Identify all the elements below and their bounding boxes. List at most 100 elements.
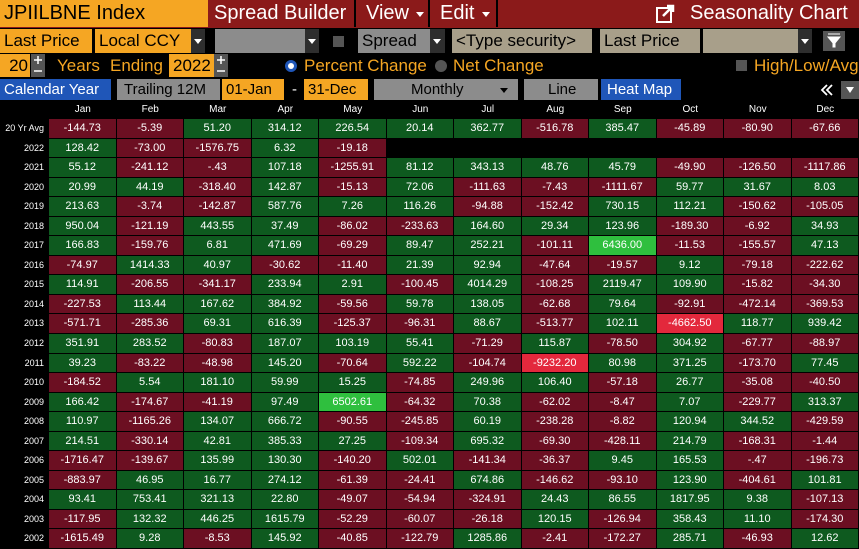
heat-cell: -94.88 bbox=[454, 197, 522, 217]
radio-off[interactable] bbox=[434, 59, 448, 73]
heat-cell: 166.83 bbox=[49, 236, 117, 256]
heat-cell: 69.31 bbox=[184, 314, 252, 334]
filter-icon[interactable] bbox=[823, 31, 845, 51]
percent-change[interactable]: Percent Change bbox=[304, 56, 427, 75]
security[interactable]: JPIILBNE Index bbox=[0, 0, 208, 27]
dropdown-btn[interactable] bbox=[798, 29, 812, 53]
heat-cell: 145.92 bbox=[251, 529, 319, 549]
heat-cell: 45.79 bbox=[589, 158, 657, 178]
checkbox[interactable] bbox=[736, 60, 747, 71]
heat-cell: 446.25 bbox=[184, 509, 252, 530]
radio-on[interactable] bbox=[284, 59, 298, 73]
heat-cell: 34.93 bbox=[791, 216, 859, 237]
row-label: 2019 bbox=[23, 201, 44, 212]
nav-icons[interactable] bbox=[817, 81, 859, 99]
security-input[interactable]: <Type security> bbox=[452, 29, 592, 53]
heat-cell: -61.39 bbox=[319, 470, 387, 491]
heat-cell: 252.21 bbox=[454, 236, 522, 256]
heat-cell: 6436.00 bbox=[589, 236, 657, 256]
heat-cell: 313.37 bbox=[791, 392, 859, 413]
export-icon[interactable] bbox=[655, 4, 675, 24]
currency[interactable]: Local CCY bbox=[95, 29, 191, 53]
dropdown-btn[interactable] bbox=[430, 29, 445, 53]
heat-map-btn[interactable]: Heat Map bbox=[601, 79, 681, 100]
heat-cell: -.47 bbox=[724, 451, 792, 471]
heat-cell: -19.57 bbox=[589, 255, 657, 276]
trailing[interactable]: Trailing 12M bbox=[117, 79, 220, 100]
edit-label: Edit bbox=[440, 2, 475, 24]
heat-cell: -15.82 bbox=[724, 275, 792, 295]
heat-cell: -96.31 bbox=[386, 314, 454, 334]
years-input[interactable]: 20 bbox=[0, 54, 30, 77]
heat-cell: 753.41 bbox=[116, 490, 184, 510]
heat-cell: -8.82 bbox=[589, 412, 657, 432]
heat-cell: 674.86 bbox=[454, 470, 522, 491]
heat-cell: 79.64 bbox=[589, 294, 657, 315]
price-field[interactable]: Last Price bbox=[0, 29, 92, 53]
caret bbox=[433, 39, 441, 44]
heat-cell: -59.56 bbox=[319, 294, 387, 315]
spinner[interactable] bbox=[31, 54, 45, 77]
blank-field[interactable] bbox=[215, 29, 305, 53]
frequency[interactable]: Monthly bbox=[374, 79, 518, 100]
net-change[interactable]: Net Change bbox=[453, 56, 544, 75]
heat-cell: -24.41 bbox=[386, 470, 454, 491]
row-label: 2007 bbox=[23, 435, 44, 446]
heat-cell: 214.79 bbox=[656, 431, 724, 452]
start-date[interactable]: 01-Jan bbox=[222, 79, 284, 100]
caret bbox=[500, 88, 508, 93]
heat-cell: -100.45 bbox=[386, 275, 454, 295]
heat-cell: 343.13 bbox=[454, 158, 522, 178]
blank-field[interactable] bbox=[703, 29, 798, 53]
heat-cell: -104.74 bbox=[454, 353, 522, 374]
row-label: 2014 bbox=[23, 298, 44, 309]
heat-cell: -174.30 bbox=[791, 509, 859, 530]
heat-cell: -330.14 bbox=[116, 431, 184, 452]
heat-cell: -11.40 bbox=[319, 255, 387, 276]
heat-cell: -92.91 bbox=[656, 294, 724, 315]
heat-cell: -11.53 bbox=[656, 236, 724, 256]
heat-cell: 37.49 bbox=[251, 216, 319, 237]
heat-cell: -34.30 bbox=[791, 275, 859, 295]
row-label: 2008 bbox=[23, 416, 44, 427]
heat-cell: 616.39 bbox=[251, 314, 319, 334]
heat-cell: 358.43 bbox=[656, 509, 724, 530]
heat-cell: -74.85 bbox=[386, 373, 454, 393]
heat-cell: -80.90 bbox=[724, 119, 792, 139]
caret bbox=[801, 39, 809, 44]
ending-year[interactable]: 2022 bbox=[169, 54, 214, 77]
edit-menu[interactable]: Edit bbox=[432, 0, 498, 27]
line-btn[interactable]: Line bbox=[524, 79, 598, 100]
heat-cell: -121.19 bbox=[116, 216, 184, 237]
heat-cell: -1576.75 bbox=[184, 138, 252, 159]
row-label: 2004 bbox=[23, 494, 44, 505]
heat-cell: -174.67 bbox=[116, 392, 184, 413]
heat-cell: 362.77 bbox=[454, 119, 522, 139]
heat-cell: 145.20 bbox=[251, 353, 319, 374]
dropdown-btn[interactable] bbox=[305, 29, 319, 53]
heat-cell: -90.55 bbox=[319, 412, 387, 432]
spinner[interactable] bbox=[214, 54, 228, 77]
heat-cell: 9.45 bbox=[589, 451, 657, 471]
view-menu[interactable]: View bbox=[358, 0, 430, 27]
heat-cell: 130.30 bbox=[251, 451, 319, 471]
heat-cell: 1615.79 bbox=[251, 509, 319, 530]
heat-cell: 592.22 bbox=[386, 353, 454, 374]
spread[interactable]: Spread bbox=[358, 29, 430, 53]
heat-cell: 138.05 bbox=[454, 294, 522, 315]
heat-cell: -26.18 bbox=[454, 509, 522, 530]
heat-cell: -40.85 bbox=[319, 529, 387, 549]
heat-cell: 2.91 bbox=[319, 275, 387, 295]
checkbox[interactable] bbox=[333, 36, 344, 47]
heat-cell: 29.34 bbox=[521, 216, 589, 237]
heat-cell: -516.78 bbox=[521, 119, 589, 139]
spread-builder[interactable]: Spread Builder bbox=[210, 0, 356, 27]
end-date[interactable]: 31-Dec bbox=[304, 79, 368, 100]
calendar-year[interactable]: Calendar Year bbox=[0, 79, 111, 100]
dropdown-btn[interactable] bbox=[191, 29, 205, 53]
heat-cell: 285.71 bbox=[656, 529, 724, 549]
spread-price-field[interactable]: Last Price bbox=[600, 29, 700, 53]
high-low-avg[interactable]: High/Low/Avg bbox=[754, 56, 859, 75]
month-header: Aug bbox=[546, 104, 565, 115]
heat-cell: -30.62 bbox=[251, 255, 319, 276]
